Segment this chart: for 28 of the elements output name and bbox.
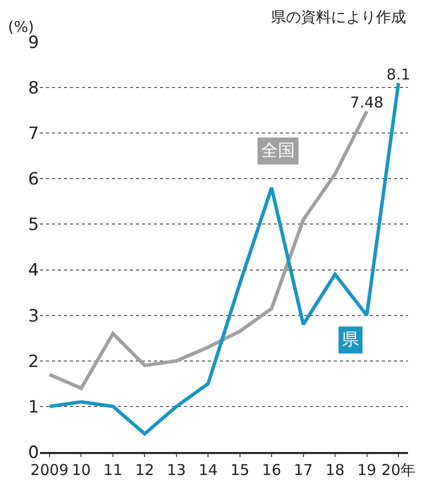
y-tick-label: 4 xyxy=(28,260,39,281)
x-tick-label: 13 xyxy=(166,461,186,479)
y-tick-label: 7 xyxy=(28,124,39,144)
y-tick-label: 6 xyxy=(28,170,39,190)
line-series xyxy=(48,109,369,390)
x-tick-label: 16 xyxy=(262,461,282,479)
y-tick-label: 8 xyxy=(28,78,39,99)
x-tick-label: 17 xyxy=(294,461,313,479)
series-label: 県 xyxy=(342,330,359,350)
y-tick-label: 1 xyxy=(28,397,39,418)
x-tick-label: 15 xyxy=(230,461,250,479)
y-tick-label: 5 xyxy=(28,215,39,236)
x-tick-label: 11 xyxy=(103,461,123,479)
line-series xyxy=(48,81,400,436)
text: 県の資料により作成 xyxy=(271,8,406,26)
x-tick-label: 2009 xyxy=(30,461,69,479)
text: 全国 xyxy=(261,141,295,161)
y-tick-label: 2 xyxy=(28,352,39,372)
x-tick-label: 19 xyxy=(357,461,376,479)
x-tick-label: 12 xyxy=(135,461,154,479)
x-tick-label: 20年 xyxy=(381,461,416,479)
data-label: 8.1 xyxy=(386,65,410,84)
data-label: 7.48 xyxy=(350,93,384,112)
y-tick-label: 0 xyxy=(28,442,39,463)
x-tick-label: 14 xyxy=(198,461,218,479)
x-tick-label: 18 xyxy=(325,461,345,479)
x-tick-label: 10 xyxy=(72,461,91,479)
y-tick-label: 3 xyxy=(28,306,39,326)
